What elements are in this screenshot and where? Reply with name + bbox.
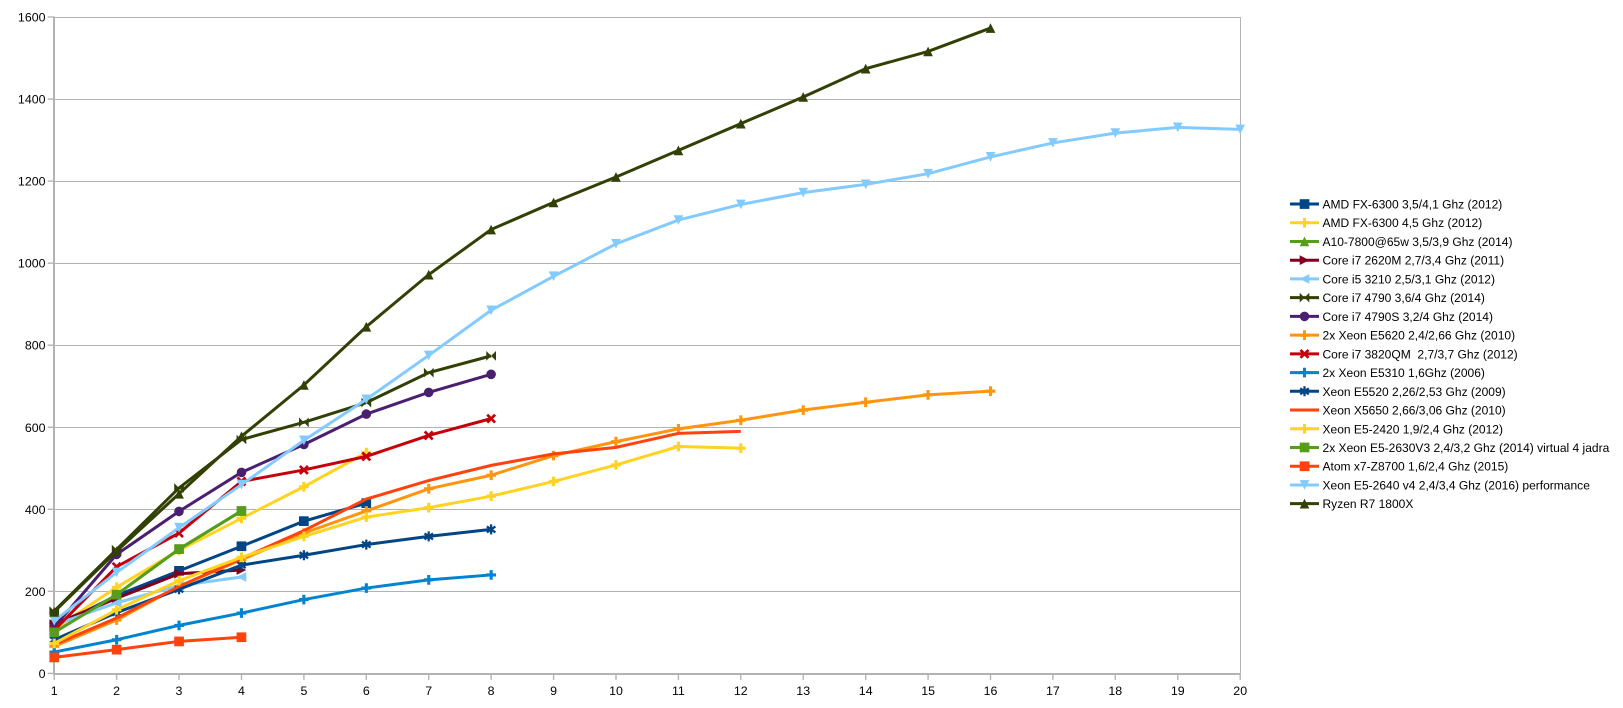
- svg-text:7: 7: [425, 684, 432, 698]
- svg-text:4: 4: [238, 684, 245, 698]
- svg-text:600: 600: [25, 421, 46, 435]
- svg-text:2: 2: [113, 684, 120, 698]
- svg-text:Xeon X5650 2,66/3,06 Ghz (2010: Xeon X5650 2,66/3,06 Ghz (2010): [1323, 404, 1506, 418]
- svg-text:Atom x7-Z8700 1,6/2,4 Ghz (201: Atom x7-Z8700 1,6/2,4 Ghz (2015): [1323, 460, 1509, 474]
- svg-text:11: 11: [672, 684, 685, 698]
- svg-text:19: 19: [1171, 684, 1185, 698]
- svg-text:18: 18: [1108, 684, 1122, 698]
- svg-text:800: 800: [25, 339, 46, 353]
- svg-text:5: 5: [300, 684, 307, 698]
- svg-text:0: 0: [39, 667, 46, 681]
- svg-text:14: 14: [859, 684, 873, 698]
- svg-text:Xeon E5520 2,26/2,53 Ghz (2009: Xeon E5520 2,26/2,53 Ghz (2009): [1323, 385, 1506, 399]
- svg-text:400: 400: [25, 503, 46, 517]
- svg-text:10: 10: [609, 684, 623, 698]
- svg-text:1000: 1000: [18, 257, 46, 271]
- svg-text:2x Xeon E5-2630V3 2,4/3,2 Ghz: 2x Xeon E5-2630V3 2,4/3,2 Ghz (2014) vir…: [1323, 441, 1610, 455]
- svg-text:16: 16: [984, 684, 998, 698]
- svg-text:A10-7800@65w 3,5/3,9 Ghz (2014: A10-7800@65w 3,5/3,9 Ghz (2014): [1323, 235, 1513, 249]
- svg-text:1200: 1200: [18, 175, 46, 189]
- svg-text:1400: 1400: [18, 93, 46, 107]
- svg-text:3: 3: [176, 684, 183, 698]
- svg-text:Xeon E5-2420 1,9/2,4 Ghz (2012: Xeon E5-2420 1,9/2,4 Ghz (2012): [1323, 422, 1504, 436]
- svg-text:Core i7 4790S 3,2/4 Ghz (2014): Core i7 4790S 3,2/4 Ghz (2014): [1323, 310, 1494, 324]
- svg-text:2x Xeon E5310 1,6Ghz (2006): 2x Xeon E5310 1,6Ghz (2006): [1323, 366, 1485, 380]
- svg-text:Ryzen R7 1800X: Ryzen R7 1800X: [1323, 497, 1414, 511]
- svg-text:20: 20: [1233, 684, 1247, 698]
- svg-text:AMD FX-6300 3,5/4,1 Ghz (2012): AMD FX-6300 3,5/4,1 Ghz (2012): [1323, 198, 1503, 212]
- svg-text:Xeon E5-2640 v4 2,4/3,4 Ghz (2: Xeon E5-2640 v4 2,4/3,4 Ghz (2016) perfo…: [1323, 478, 1590, 492]
- svg-text:Core i5 3210 2,5/3,1 Ghz (2012: Core i5 3210 2,5/3,1 Ghz (2012): [1323, 272, 1496, 286]
- svg-text:1: 1: [51, 684, 58, 698]
- svg-text:12: 12: [734, 684, 748, 698]
- svg-text:Core i7 2620M 2,7/3,4 Ghz (201: Core i7 2620M 2,7/3,4 Ghz (2011): [1323, 254, 1505, 268]
- svg-text:Core i7 4790 3,6/4 Ghz (2014): Core i7 4790 3,6/4 Ghz (2014): [1323, 291, 1485, 305]
- svg-text:8: 8: [488, 684, 495, 698]
- svg-text:13: 13: [796, 684, 810, 698]
- svg-text:200: 200: [25, 585, 46, 599]
- svg-text:15: 15: [921, 684, 935, 698]
- svg-text:AMD FX-6300 4,5 Ghz (2012): AMD FX-6300 4,5 Ghz (2012): [1323, 216, 1483, 230]
- svg-text:1600: 1600: [18, 11, 46, 25]
- svg-text:6: 6: [363, 684, 370, 698]
- svg-text:17: 17: [1046, 684, 1060, 698]
- svg-text:Core i7 3820QM 2,7/3,7 Ghz (2: Core i7 3820QM 2,7/3,7 Ghz (2012): [1323, 347, 1518, 361]
- svg-text:9: 9: [550, 684, 557, 698]
- svg-text:2x Xeon E5620 2,4/2,66 Ghz (20: 2x Xeon E5620 2,4/2,66 Ghz (2010): [1323, 329, 1516, 343]
